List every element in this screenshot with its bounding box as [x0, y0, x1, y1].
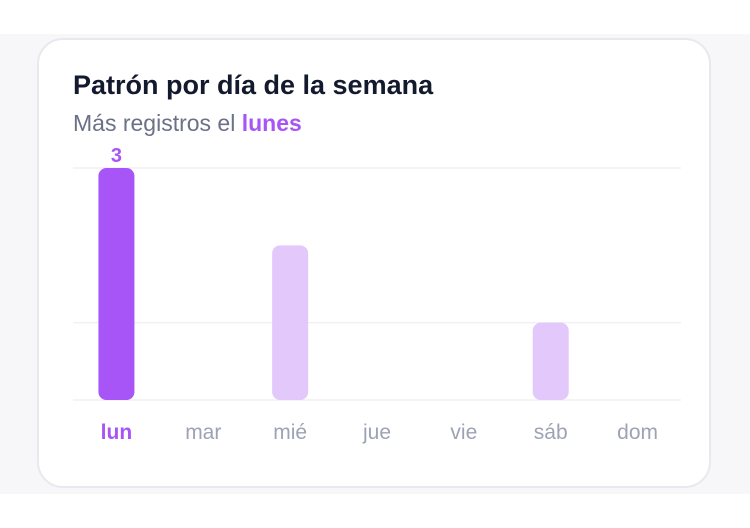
subtitle-highlight-day: lunes [241, 110, 302, 136]
card-subtitle: Más registros el lunes [73, 110, 302, 137]
bar-lun [98, 168, 135, 400]
x-tick-label-vie: vie [450, 421, 477, 444]
x-tick-label-mar: mar [185, 421, 221, 444]
x-tick-label-jue: jue [362, 421, 391, 444]
subtitle-prefix: Más registros el [73, 110, 236, 136]
x-tick-label-dom: dom [617, 421, 658, 444]
bar-mié [272, 245, 309, 400]
weekday-pattern-card: Patrón por día de la semana Más registro… [37, 38, 711, 488]
card-title: Patrón por día de la semana [73, 70, 434, 100]
weekday-bar-chart: 3 lun mar mié jue vie sáb dom [73, 145, 681, 444]
x-tick-label-sáb: sáb [534, 421, 568, 444]
bar-sáb [532, 322, 569, 400]
x-tick-label-mié: mié [273, 421, 307, 444]
value-label-lun: 3 [111, 145, 122, 167]
x-tick-label-lun: lun [101, 421, 133, 444]
